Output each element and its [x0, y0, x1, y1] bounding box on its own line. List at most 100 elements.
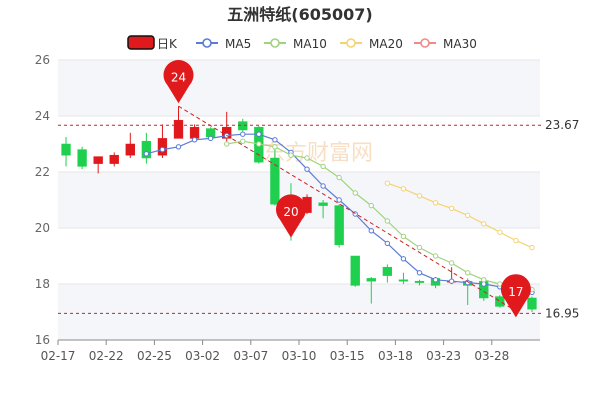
y-tick-label: 20 — [35, 221, 50, 235]
candle-body — [382, 266, 393, 276]
x-tick-label: 03-15 — [330, 349, 365, 363]
ma-point — [529, 244, 535, 251]
candle-body — [93, 156, 103, 164]
pin-marker: 17 — [500, 274, 531, 318]
candle-body — [527, 297, 537, 310]
legend-item-ma30: MA30 — [443, 37, 477, 51]
legend-item-ma5: MA5 — [225, 37, 251, 51]
ma-point — [240, 138, 246, 144]
ma-point — [304, 166, 310, 172]
pin-shape — [500, 274, 531, 318]
candle-body — [238, 121, 248, 131]
ma-point — [448, 260, 455, 266]
ma-point — [481, 277, 487, 283]
pin-marker: 20 — [275, 194, 306, 238]
ma-point — [368, 228, 374, 234]
ma-point — [336, 174, 342, 181]
x-tick-label: 02-17 — [41, 349, 76, 363]
ma-point — [448, 278, 455, 284]
candle-body — [398, 279, 409, 282]
ma-point — [143, 151, 150, 157]
ma-point — [256, 131, 262, 137]
min-price-label: 16.95 — [545, 306, 579, 320]
candle-body — [270, 157, 280, 205]
ma-point — [207, 135, 214, 142]
pin-shape — [163, 60, 194, 104]
grid-band — [58, 60, 540, 116]
candle-body — [141, 140, 152, 159]
legend: 日K MA5 MA10 MA20 MA30 — [127, 35, 477, 51]
ma-point — [304, 155, 310, 161]
y-tick-label: 16 — [35, 333, 50, 347]
pin-label: 24 — [171, 71, 186, 85]
legend-marker-icon — [270, 38, 280, 48]
chart-title: 五洲特纸(605007) — [227, 5, 372, 24]
y-tick-label: 26 — [35, 53, 50, 67]
candle-body — [157, 138, 168, 156]
ma-point — [320, 163, 326, 170]
ma-point — [465, 270, 471, 276]
ma-point — [224, 141, 230, 147]
x-tick-label: 02-25 — [137, 349, 172, 363]
x-tick-label: 03-28 — [474, 349, 509, 363]
legend-marker-icon — [420, 38, 430, 48]
y-tick-label: 18 — [35, 277, 50, 291]
x-tick-label: 03-23 — [426, 349, 461, 363]
ma-point — [320, 183, 326, 189]
ma-point — [513, 237, 519, 244]
pin-shape — [275, 194, 306, 238]
pin-label: 20 — [283, 205, 298, 219]
legend-item-ma20: MA20 — [369, 37, 403, 51]
annotations: 23.67 16.95 24 20 17 — [58, 60, 579, 320]
ma-point — [384, 240, 391, 247]
ma-point — [368, 202, 374, 209]
ma-point — [432, 277, 439, 283]
candle-body — [77, 149, 87, 167]
ma-point — [384, 218, 391, 224]
trend-line — [178, 105, 521, 314]
ma-line-ma20 — [387, 182, 533, 249]
x-tick-label: 03-02 — [185, 349, 220, 363]
ma-point — [272, 144, 278, 150]
ma-point — [432, 200, 439, 206]
ma-point — [400, 233, 407, 240]
y-axis: 16 18 20 22 24 26 — [35, 53, 50, 347]
ma-point — [416, 193, 423, 199]
ma-point — [416, 244, 423, 251]
candle-body — [334, 205, 344, 246]
ma-point — [400, 186, 407, 192]
ma-point — [448, 205, 455, 212]
candle-body — [109, 154, 119, 164]
x-tick-label: 03-10 — [282, 349, 317, 363]
pin-marker: 24 — [163, 60, 194, 104]
pin-label: 17 — [508, 285, 523, 299]
ma-point — [416, 270, 423, 276]
x-tick-label: 03-18 — [378, 349, 413, 363]
x-axis: 02-17 02-22 02-25 03-02 03-07 03-10 03-15 03-18… — [41, 339, 540, 363]
y-tick-label: 24 — [35, 109, 50, 123]
max-price-label: 23.67 — [545, 118, 579, 132]
ma-point — [352, 190, 358, 196]
grid-band — [58, 284, 540, 340]
legend-marker-icon — [346, 38, 356, 48]
ma-point — [288, 152, 294, 158]
ma-point — [400, 256, 407, 262]
moving-averages — [143, 131, 535, 296]
ma-point — [272, 137, 278, 143]
ma-point — [256, 141, 262, 147]
legend-candle-icon — [127, 35, 155, 50]
candle-body — [125, 143, 135, 156]
candle-body — [189, 126, 200, 139]
ma-point — [191, 137, 198, 143]
y-tick-label: 22 — [35, 165, 50, 179]
ma-point — [159, 146, 166, 153]
ma-point — [432, 253, 439, 259]
candle-body — [366, 278, 376, 282]
ma-point — [465, 212, 471, 219]
x-tick-label: 02-22 — [89, 349, 124, 363]
candle-body — [350, 255, 360, 286]
x-tick-label: 03-07 — [233, 349, 268, 363]
candle-body — [495, 296, 505, 307]
